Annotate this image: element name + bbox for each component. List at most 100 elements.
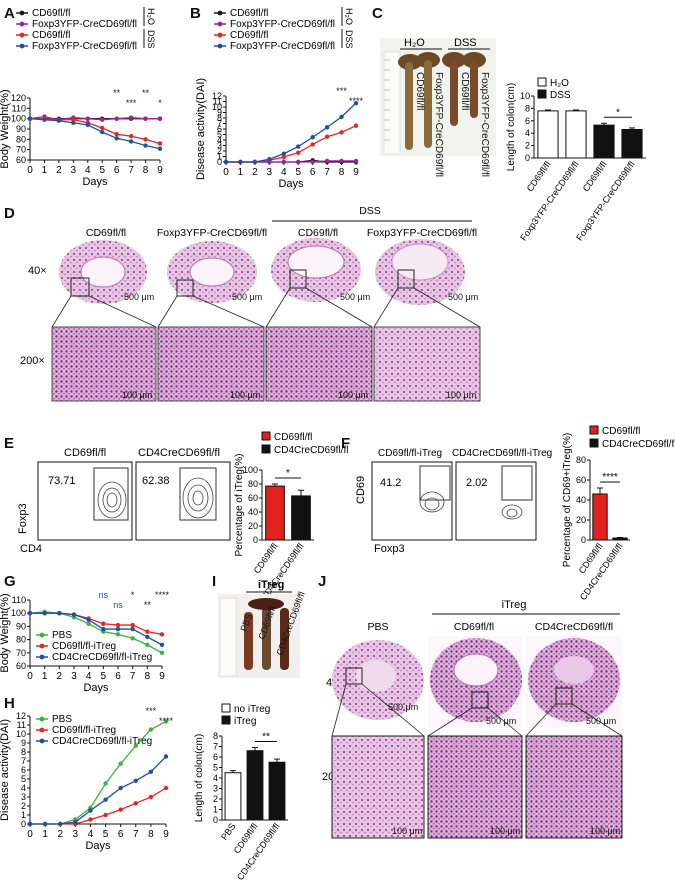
y-tick-label-E: 20 — [248, 521, 258, 531]
data-point-G-0 — [86, 621, 91, 626]
y-tick-label-F: 0 — [581, 535, 586, 545]
significance-mark-F: **** — [602, 472, 618, 483]
panel-e-flow-plots: CD69fl/fl CD4CreCD69fl/fl 73.71 62.38 CD… — [17, 447, 231, 555]
y-tick-label-A: 60 — [16, 155, 26, 165]
data-point-H-1 — [133, 801, 138, 806]
x-tick-label-H: 8 — [148, 829, 154, 840]
panel-j-col-title-2: CD69fl/fl — [454, 621, 494, 633]
data-point-H-2 — [73, 820, 78, 825]
data-point-B-1 — [281, 159, 286, 165]
y-tick-label-F: 40 — [576, 495, 586, 505]
annotation-A: *** — [126, 98, 137, 108]
y-tick-label-H: 0 — [21, 819, 26, 829]
data-point-G-2 — [115, 626, 121, 632]
y-axis-label-F: Percentage of CD69+iTreg(%) — [562, 433, 573, 567]
panel-d-scale-bottom-4: 100 μm — [446, 390, 476, 400]
x-tick-label-A: 0 — [27, 165, 33, 176]
series-line-G-0 — [29, 611, 163, 654]
panel-c-dss-label: DSS — [454, 37, 477, 49]
data-point-H-1 — [118, 807, 123, 812]
y-tick-label-A: 90 — [16, 124, 26, 134]
x-tick-label-B: 1 — [238, 167, 244, 178]
data-point-A-2 — [100, 125, 105, 131]
panel-d-group-label: DSS — [359, 205, 381, 217]
legend-label-E: CD69fl/fl — [274, 432, 312, 443]
y-tick-label-E: 0 — [253, 535, 258, 545]
x-tick-label-B: 6 — [310, 167, 316, 178]
y-tick-label-E: 60 — [248, 493, 258, 503]
x-tick-label-G: 6 — [115, 671, 121, 682]
y-tick-label-I: 8 — [213, 731, 218, 741]
data-point-G-0 — [145, 642, 150, 648]
y-tick-label-A: 120 — [11, 93, 26, 103]
legend-label-B: CD69fl/fl — [230, 30, 268, 41]
annotation-H: **** — [159, 716, 174, 726]
data-point-A-1 — [100, 117, 105, 122]
y-axis-label-I: Length of colon(cm) — [194, 734, 205, 822]
y-tick-label-A: 110 — [12, 103, 26, 113]
panel-j-scale-bottom-1: 100 μm — [392, 826, 422, 836]
panel-e-yaxis: Foxp3 — [17, 503, 29, 534]
legend-label-I: no iTreg — [234, 704, 270, 715]
x-tick-label-A: 7 — [128, 165, 134, 176]
data-point-H-2 — [163, 754, 169, 759]
x-tick-label-H: 2 — [57, 829, 63, 840]
panel-letter-i: I — [212, 573, 216, 590]
data-point-G-2 — [71, 612, 77, 617]
legend-group-B: H₂O — [344, 8, 354, 25]
data-point-A-3 — [128, 139, 134, 144]
data-point-G-0 — [159, 650, 165, 655]
y-tick-label-C: 0 — [525, 153, 530, 163]
panel-i-colon-photo: iTreg PBS CD69fl/fl CD4CreCD69fl/fl — [218, 579, 307, 678]
x-tick-label-B: 0 — [223, 167, 229, 178]
x-tick-label-G: 4 — [86, 671, 92, 682]
y-tick-label-G: 70 — [16, 648, 26, 658]
data-point-B-3 — [238, 159, 243, 165]
y-tick-label-H: 1 — [21, 810, 26, 820]
data-point-B-2 — [339, 130, 344, 135]
panel-d-scale-top-3: 500 μm — [340, 292, 370, 302]
panel-e-title-1: CD69fl/fl — [64, 447, 106, 459]
significance-mark-I: ** — [262, 732, 270, 743]
category-label-C: Foxp3YFP-CreCD69fl/fl — [518, 159, 580, 242]
x-tick-label-B: 9 — [353, 167, 359, 178]
legend-marker-G — [39, 654, 45, 660]
legend-label-B: CD69fl/fl — [230, 8, 268, 19]
series-line-A-2 — [30, 118, 161, 145]
data-point-B-3 — [296, 144, 301, 149]
bar-I — [224, 772, 242, 821]
panel-c-colon-label-1: CD69fl/fl — [414, 72, 425, 110]
y-tick-label-B: 5 — [217, 130, 222, 140]
legend-marker-B — [217, 43, 223, 49]
annotation-G: **** — [155, 590, 170, 600]
x-tick-label-A: 2 — [56, 165, 62, 176]
panel-letter-a: A — [4, 5, 15, 22]
data-point-A-2 — [71, 117, 76, 122]
x-tick-label-A: 4 — [85, 165, 91, 176]
data-point-B-1 — [339, 158, 344, 164]
x-tick-label-A: 3 — [71, 165, 77, 176]
legend-marker-A — [19, 10, 25, 16]
panel-letter-g: G — [4, 573, 16, 590]
data-point-A-3 — [42, 117, 47, 122]
significance-mark-C: * — [616, 107, 620, 118]
data-point-B-1 — [353, 158, 359, 164]
panel-c-colon-photo: H₂O DSS CD69fl/fl Foxp3YFP-CreCD69fl/fl … — [380, 37, 496, 177]
y-tick-label-I: 5 — [213, 763, 218, 773]
annotation-G: ns — [113, 600, 123, 610]
bar-I — [268, 761, 286, 821]
y-tick-label-G: 100 — [11, 608, 26, 618]
legend-label-B: Foxp3YFP-CreCD69fl/fl — [230, 41, 335, 52]
y-tick-label-H: 10 — [16, 729, 26, 739]
panel-e-xaxis: CD4 — [20, 543, 42, 555]
data-point-A-3 — [27, 116, 33, 121]
legend-label-B: Foxp3YFP-CreCD69fl/fl — [230, 19, 335, 30]
x-tick-label-A: 8 — [143, 165, 149, 176]
panel-f-yaxis: CD69 — [355, 476, 367, 504]
legend-label-A: CD69fl/fl — [32, 8, 70, 19]
x-tick-label-A: 9 — [157, 165, 163, 176]
data-point-A-3 — [114, 136, 119, 141]
panel-letter-h: H — [4, 695, 15, 712]
